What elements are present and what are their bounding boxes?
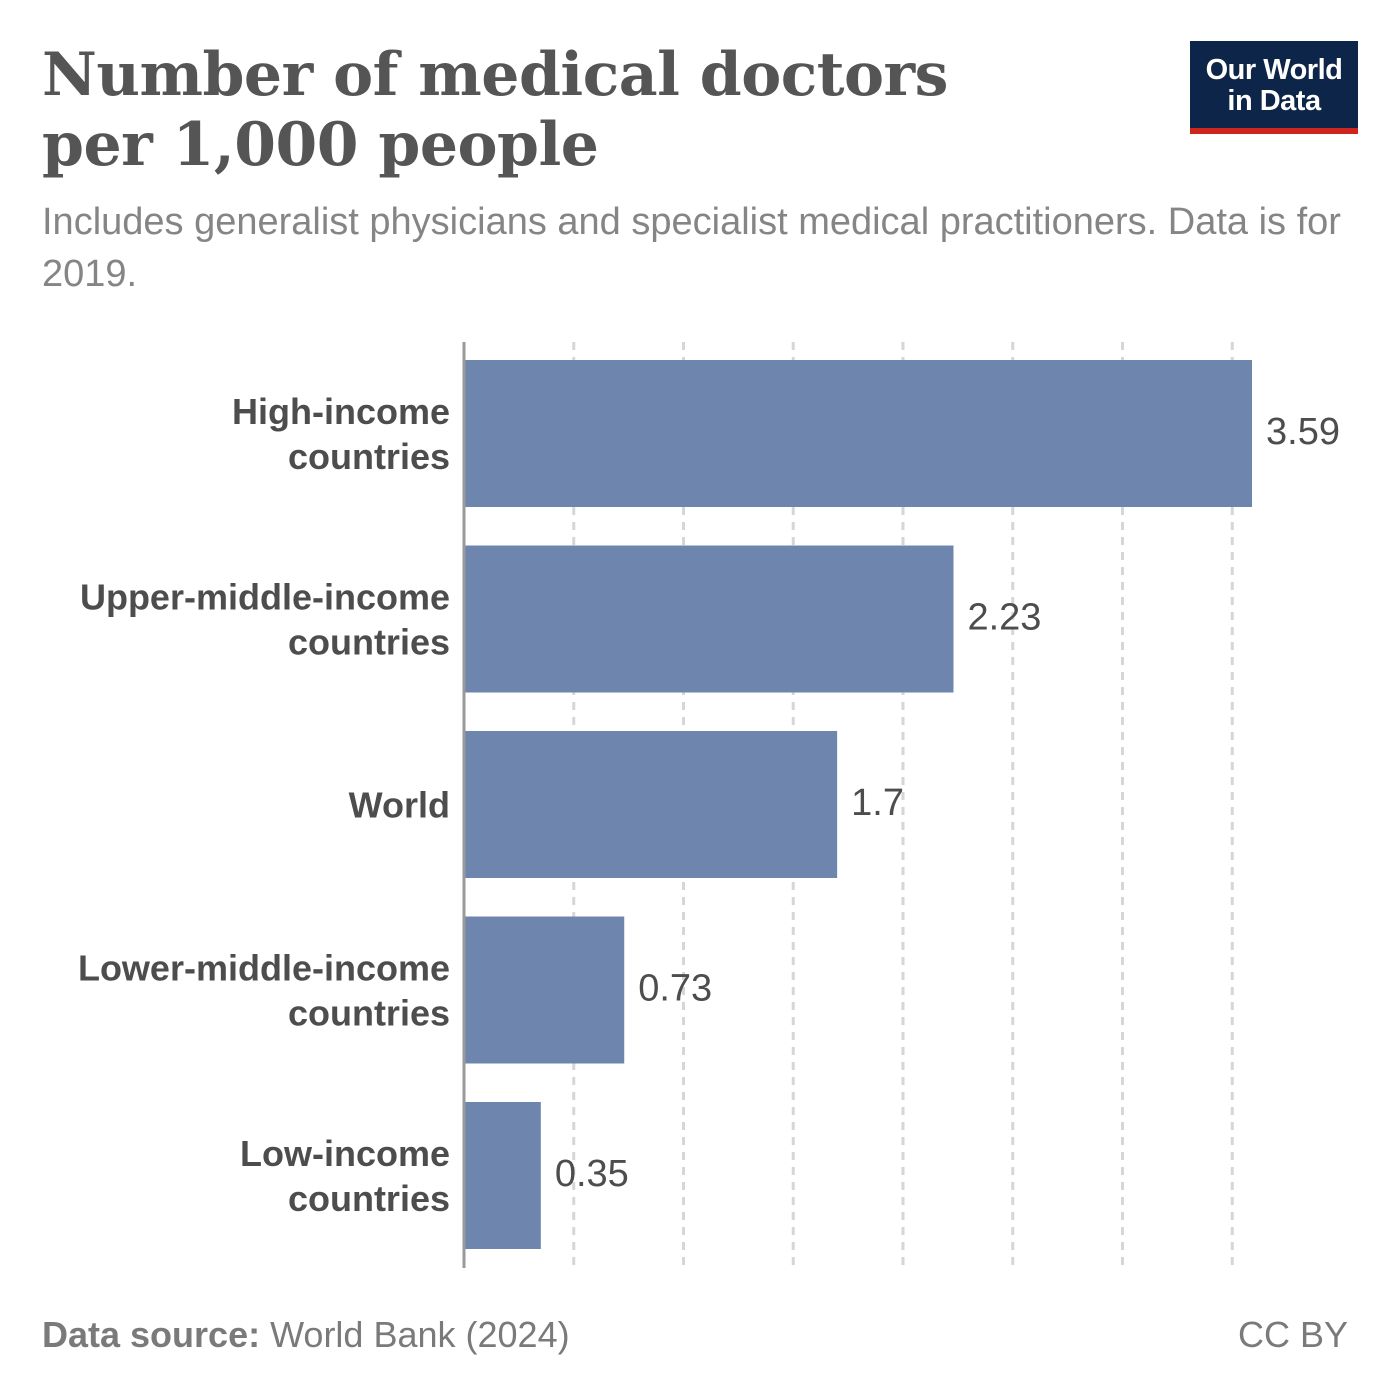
bar-1[interactable] xyxy=(465,545,954,693)
category-label-1: Upper-middle-income countries xyxy=(80,577,450,663)
category-label-1-line-1: countries xyxy=(288,622,450,663)
category-label-2-line-0: World xyxy=(349,785,450,826)
bar-3[interactable] xyxy=(465,916,625,1064)
category-label-2: World xyxy=(349,785,450,826)
data-source-value[interactable]: World Bank (2024) xyxy=(270,1314,570,1355)
chart-subtitle: Includes generalist physicians and speci… xyxy=(42,201,1341,295)
category-label-4-line-0: Low-income xyxy=(240,1133,450,1174)
category-label-1-line-0: Upper-middle-income xyxy=(80,577,450,618)
bar-4[interactable] xyxy=(465,1102,541,1249)
category-label-3-line-1: countries xyxy=(288,993,450,1034)
value-label-0: 3.59 xyxy=(1266,411,1340,453)
value-label-2: 1.7 xyxy=(851,782,904,824)
license-link[interactable]: CC BY xyxy=(1237,1314,1348,1355)
data-source-label: Data source: xyxy=(42,1314,261,1355)
value-label-1: 2.23 xyxy=(967,597,1041,639)
value-labels: 3.59 2.23 1.7 0.73 0.35 xyxy=(555,411,1340,1195)
category-label-0-line-1: countries xyxy=(288,436,450,477)
data-source: Data source: World Bank (2024) xyxy=(42,1312,570,1358)
owid-logo[interactable]: Our World in Data xyxy=(1190,41,1358,134)
category-label-0: High-income countries xyxy=(232,391,450,477)
value-label-4: 0.35 xyxy=(555,1153,629,1195)
bar-2[interactable] xyxy=(465,731,838,878)
bars xyxy=(465,360,1252,1249)
category-label-0-line-0: High-income xyxy=(232,391,450,432)
bar-0[interactable] xyxy=(465,360,1252,507)
logo-line-2: in Data xyxy=(1227,85,1321,117)
category-label-3-line-0: Lower-middle-income xyxy=(78,948,450,989)
category-label-4: Low-income countries xyxy=(240,1133,450,1219)
logo-line-1: Our World xyxy=(1205,54,1343,86)
chart-title: Number of medical doctors per 1,000 peop… xyxy=(42,40,948,180)
value-label-3: 0.73 xyxy=(638,968,712,1010)
category-label-3: Lower-middle-income countries xyxy=(78,948,450,1034)
category-label-4-line-1: countries xyxy=(288,1178,450,1219)
